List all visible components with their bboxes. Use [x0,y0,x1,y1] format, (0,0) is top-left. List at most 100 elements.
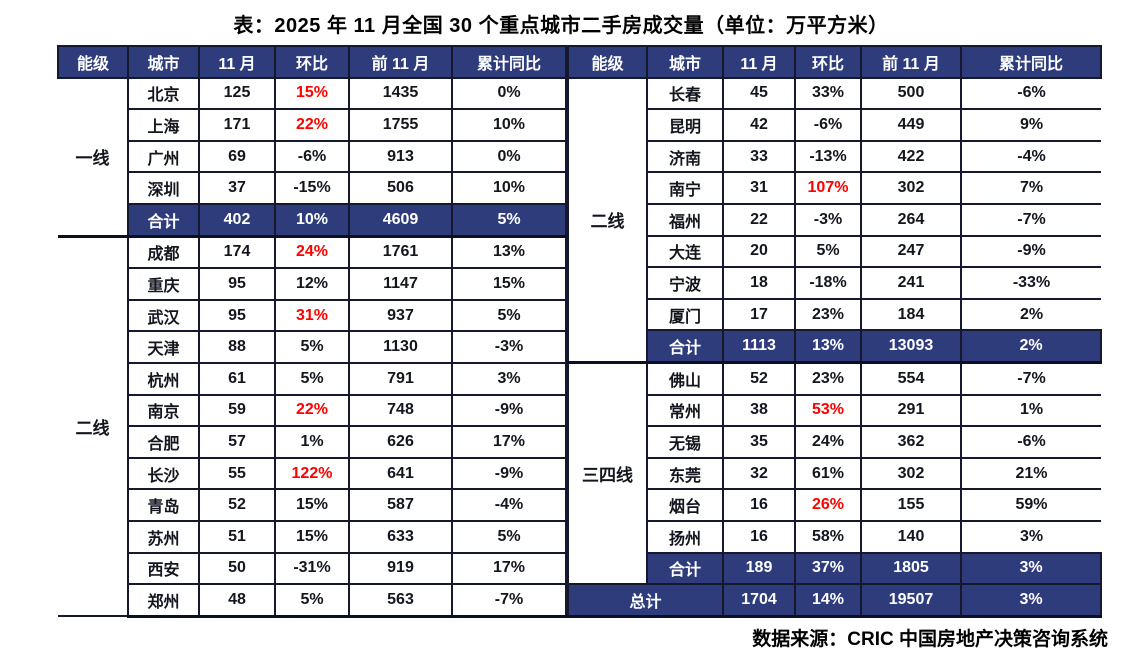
mom-value-cell: -18% [794,266,862,300]
city-name-cell: 常州 [646,393,724,428]
subtotal-row: 合计 1113 13% 13093 2% [568,329,1102,364]
subtotal-row: 合计 189 37% 1805 3% [568,551,1102,586]
cumulative-yoy-value-cell: -6% [960,76,1101,111]
nov-value-cell: 50 [198,551,276,586]
nov-value-cell: 38 [722,393,796,428]
mom-value-cell: -31% [274,551,350,586]
cumulative-yoy-value-cell: 59% [960,488,1101,522]
prior-11m-value-cell: 937 [348,298,453,333]
table-row: 合肥 57 1% 626 17% [58,425,567,459]
nov-value-cell: 1704 [722,583,796,618]
city-name-cell: 南宁 [646,171,724,205]
table-row: 无锡 35 24% 362 -6% [568,425,1101,459]
table-row: 大连 20 5% 247 -9% [568,234,1101,269]
table-row: 宁波 18 -18% 241 -33% [568,266,1101,300]
prior-11m-value-cell: 626 [348,425,453,459]
cumulative-yoy-value-cell: -9% [451,393,567,428]
table-row: 二线 长春 45 33% 500 -6% [567,76,1101,364]
city-name-cell: 长沙 [127,456,200,491]
nov-value-cell: 20 [722,234,796,269]
mom-value-cell: 15% [274,488,350,522]
nov-value-cell: 16 [722,519,796,554]
column-header-tier: 能级 [57,45,129,79]
tier-cell: 一线 [58,76,129,238]
prior-11m-value-cell: 184 [860,297,962,332]
table-row: 长沙 55 122% 641 -9% [58,456,567,491]
cumulative-yoy-value-cell: 3% [960,551,1102,586]
cumulative-yoy-value-cell: -3% [451,330,567,364]
column-header-nov: 11 月 [722,45,796,79]
prior-11m-value-cell: 1805 [860,551,962,586]
data-source: 数据来源：CRIC 中国房地产决策咨询系统 [752,628,1108,650]
nov-value-cell: 32 [722,456,796,491]
prior-11m-value-cell: 155 [860,488,962,522]
nov-value-cell: 171 [198,108,276,142]
column-header-city: 城市 [127,45,200,79]
mom-value-cell: 12% [274,267,350,301]
prior-11m-value-cell: 791 [348,361,453,396]
subtotal-row: 合计 402 10% 4609 5% [58,202,567,238]
column-header-cumulative-yoy: 累计同比 [451,45,567,79]
nov-value-cell: 45 [722,76,796,111]
cumulative-yoy-value-cell: 2% [960,297,1101,332]
prior-11m-value-cell: 140 [860,519,962,554]
cumulative-yoy-value-cell: -9% [451,456,567,491]
tier-cell: 三四线 [567,360,648,586]
column-header-prior-11m: 前 11 月 [860,45,962,79]
nov-value-cell: 1113 [722,329,796,364]
column-header-mom: 环比 [794,45,862,79]
prior-11m-value-cell: 587 [348,488,453,522]
mom-value-cell: -13% [794,139,862,174]
table-row: 三四线 佛山 52 23% 554 -7% [567,360,1101,586]
prior-11m-value-cell: 554 [860,360,962,396]
prior-11m-value-cell: 302 [860,456,962,491]
city-name-cell: 南京 [127,393,200,428]
prior-11m-value-cell: 241 [860,266,962,300]
table-row: 深圳 37 -15% 506 10% [58,171,567,205]
mom-value-cell: 5% [794,234,862,269]
prior-11m-value-cell: 362 [860,425,962,459]
mom-value-cell: 15% [274,519,350,554]
nov-value-cell: 35 [722,425,796,459]
cumulative-yoy-value-cell: 0% [451,139,567,174]
table-row: 福州 22 -3% 264 -7% [568,202,1101,237]
prior-11m-value-cell: 264 [860,202,962,237]
subtotal-label-cell: 合计 [127,202,200,238]
cumulative-yoy-value-cell: -7% [451,583,567,618]
column-header-city: 城市 [646,45,724,79]
table-row: 二线 成都 174 24% 1761 13% [58,234,567,618]
mom-value-cell: 5% [274,583,350,618]
table-row: 烟台 16 26% 155 59% [568,488,1101,522]
mom-value-cell: 22% [274,108,350,142]
nov-value-cell: 52 [198,488,276,522]
mom-value-cell: 31% [274,298,350,333]
cumulative-yoy-value-cell: 1% [960,393,1101,428]
mom-value-cell: 5% [274,361,350,396]
subtotal-label-cell: 合计 [646,551,724,586]
city-name-cell: 扬州 [646,519,724,554]
mom-value-cell: 122% [274,456,350,491]
nov-value-cell: 174 [198,234,276,270]
nov-value-cell: 42 [722,108,796,142]
cumulative-yoy-value-cell: 10% [451,171,567,205]
nov-value-cell: 61 [198,361,276,396]
mom-value-cell: 24% [274,234,350,270]
city-name-cell: 佛山 [646,360,724,396]
prior-11m-value-cell: 563 [348,583,453,618]
prior-11m-value-cell: 247 [860,234,962,269]
mom-value-cell: 23% [794,297,862,332]
mom-value-cell: 37% [794,551,862,586]
table-row: 上海 171 22% 1755 10% [58,108,567,142]
cumulative-yoy-value-cell: -33% [960,266,1101,300]
city-name-cell: 大连 [646,234,724,269]
city-name-cell: 武汉 [127,298,200,333]
cumulative-yoy-value-cell: -9% [960,234,1101,269]
cumulative-yoy-value-cell: 15% [451,267,567,301]
city-name-cell: 合肥 [127,425,200,459]
table-row: 重庆 95 12% 1147 15% [58,267,567,301]
mom-value-cell: -6% [274,139,350,174]
table-row: 昆明 42 -6% 449 9% [568,108,1101,142]
grand-total-label-cell: 总计 [567,583,724,618]
mom-value-cell: 13% [794,329,862,364]
city-name-cell: 无锡 [646,425,724,459]
